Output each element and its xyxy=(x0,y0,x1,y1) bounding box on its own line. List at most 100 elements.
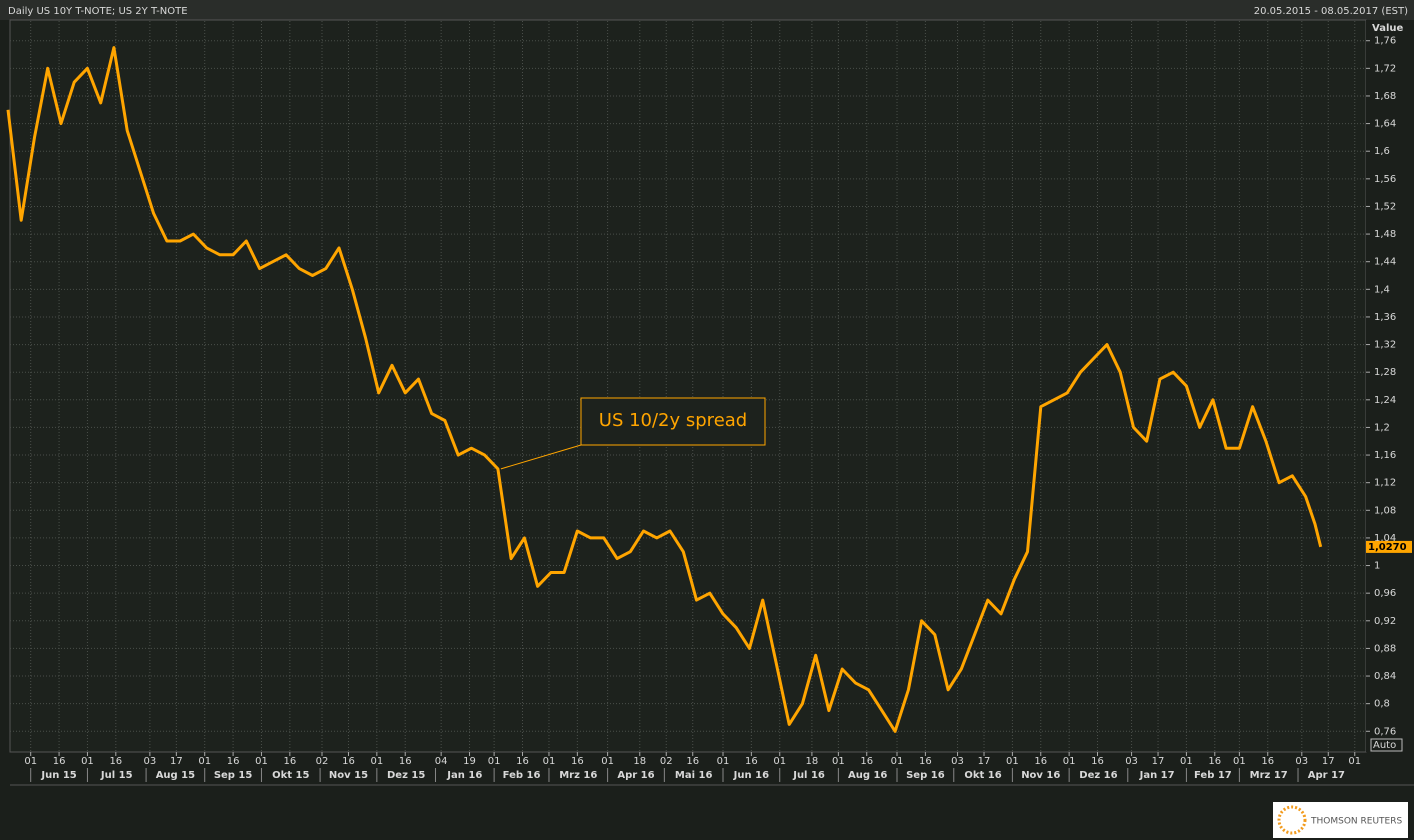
x-tick-label: 16 xyxy=(686,756,699,767)
month-label: Nov 16 xyxy=(1021,770,1060,781)
month-label: Aug 15 xyxy=(156,770,195,781)
x-tick-label: 03 xyxy=(951,756,964,767)
month-label: Apr 17 xyxy=(1308,770,1345,781)
x-tick-label: 01 xyxy=(773,756,786,767)
last-value-label: 1,0270 xyxy=(1368,542,1407,553)
y-tick-label: 0,8 xyxy=(1374,699,1390,710)
y-axis-panel xyxy=(1366,20,1414,752)
y-tick-label: 1,4 xyxy=(1374,284,1390,295)
month-label: Sep 15 xyxy=(214,770,253,781)
header-bar xyxy=(0,0,1414,20)
y-axis-label: Value xyxy=(1372,23,1403,34)
y-tick-label: 1,08 xyxy=(1374,505,1396,516)
x-tick-label: 01 xyxy=(543,756,556,767)
x-tick-label: 03 xyxy=(143,756,156,767)
y-tick-label: 1,2 xyxy=(1374,422,1390,433)
x-tick-label: 16 xyxy=(109,756,122,767)
month-label: Dez 16 xyxy=(1079,770,1117,781)
logo-mark xyxy=(1277,805,1307,835)
data-line xyxy=(6,46,1323,733)
x-tick-label: 16 xyxy=(516,756,529,767)
y-tick-label: 1,56 xyxy=(1374,174,1396,185)
x-tick-label: 01 xyxy=(255,756,268,767)
y-tick-label: 1,44 xyxy=(1374,257,1396,268)
x-tick-label: 01 xyxy=(1348,756,1361,767)
y-tick-label: 0,84 xyxy=(1374,671,1396,682)
x-tick-label: 02 xyxy=(660,756,673,767)
x-tick-label: 03 xyxy=(1295,756,1308,767)
month-label: Feb 17 xyxy=(1194,770,1232,781)
x-tick-label: 18 xyxy=(806,756,819,767)
y-tick-label: 1,24 xyxy=(1374,395,1396,406)
x-tick-label: 01 xyxy=(891,756,904,767)
y-tick-label: 0,88 xyxy=(1374,643,1396,654)
x-tick-label: 01 xyxy=(1063,756,1076,767)
x-tick-label: 18 xyxy=(633,756,646,767)
month-label: Mai 16 xyxy=(675,770,713,781)
y-tick-label: 1,32 xyxy=(1374,340,1396,351)
month-label: Mrz 16 xyxy=(559,770,597,781)
month-label: Mrz 17 xyxy=(1250,770,1288,781)
date-range: 20.05.2015 - 08.05.2017 (EST) xyxy=(1254,6,1408,17)
x-tick-label: 16 xyxy=(53,756,66,767)
x-tick-label: 16 xyxy=(860,756,873,767)
x-tick-label: 01 xyxy=(81,756,94,767)
y-tick-label: 1 xyxy=(1374,561,1380,572)
chart-title: Daily US 10Y T-NOTE; US 2Y T-NOTE xyxy=(8,6,188,17)
x-tick-label: 17 xyxy=(1322,756,1335,767)
x-tick-label: 16 xyxy=(1261,756,1274,767)
month-label: Okt 16 xyxy=(964,770,1001,781)
x-tick-label: 19 xyxy=(463,756,476,767)
month-label: Feb 16 xyxy=(503,770,541,781)
y-tick-label: 1,64 xyxy=(1374,119,1396,130)
y-tick-label: 1,12 xyxy=(1374,478,1396,489)
x-tick-label: 01 xyxy=(601,756,614,767)
x-tick-label: 16 xyxy=(1091,756,1104,767)
x-tick-label: 01 xyxy=(24,756,37,767)
y-tick-label: 1,52 xyxy=(1374,201,1396,212)
y-tick-label: 1,04 xyxy=(1374,533,1396,544)
month-label: Dez 15 xyxy=(387,770,425,781)
x-tick-label: 01 xyxy=(1233,756,1246,767)
callout-text: US 10/2y spread xyxy=(599,410,747,431)
y-tick-label: 1,36 xyxy=(1374,312,1396,323)
x-tick-label: 16 xyxy=(283,756,296,767)
x-tick-label: 16 xyxy=(1208,756,1221,767)
y-tick-label: 1,72 xyxy=(1374,63,1396,74)
x-tick-label: 16 xyxy=(1034,756,1047,767)
month-label: Nov 15 xyxy=(329,770,368,781)
month-label: Jun 15 xyxy=(40,770,76,781)
x-tick-label: 16 xyxy=(745,756,758,767)
month-label: Jul 16 xyxy=(792,770,825,781)
month-label: Apr 16 xyxy=(617,770,654,781)
y-tick-label: 1,68 xyxy=(1374,91,1396,102)
x-tick-label: 02 xyxy=(316,756,329,767)
plot-area xyxy=(9,19,1367,753)
logo-text: THOMSON REUTERS xyxy=(1310,817,1402,827)
x-tick-label: 17 xyxy=(978,756,991,767)
y-tick-label: 1,6 xyxy=(1374,146,1390,157)
x-tick-label: 01 xyxy=(717,756,730,767)
x-tick-label: 01 xyxy=(488,756,501,767)
x-tick-label: 16 xyxy=(919,756,932,767)
y-tick-label: 1,48 xyxy=(1374,229,1396,240)
x-tick-label: 16 xyxy=(399,756,412,767)
x-tick-label: 16 xyxy=(342,756,355,767)
callout-box xyxy=(580,397,766,446)
y-tick-label: 0,76 xyxy=(1374,726,1396,737)
y-tick-label: 0,92 xyxy=(1374,616,1396,627)
x-tick-label: 03 xyxy=(1125,756,1138,767)
x-tick-label: 04 xyxy=(435,756,448,767)
x-tick-label: 01 xyxy=(1006,756,1019,767)
month-label: Jan 16 xyxy=(446,770,482,781)
month-label: Okt 15 xyxy=(272,770,309,781)
month-label: Aug 16 xyxy=(848,770,887,781)
auto-box xyxy=(1370,738,1403,752)
month-label: Jul 15 xyxy=(100,770,133,781)
x-tick-label: 01 xyxy=(832,756,845,767)
x-tick-label: 16 xyxy=(227,756,240,767)
x-tick-label: 17 xyxy=(170,756,183,767)
x-tick-label: 01 xyxy=(1180,756,1193,767)
